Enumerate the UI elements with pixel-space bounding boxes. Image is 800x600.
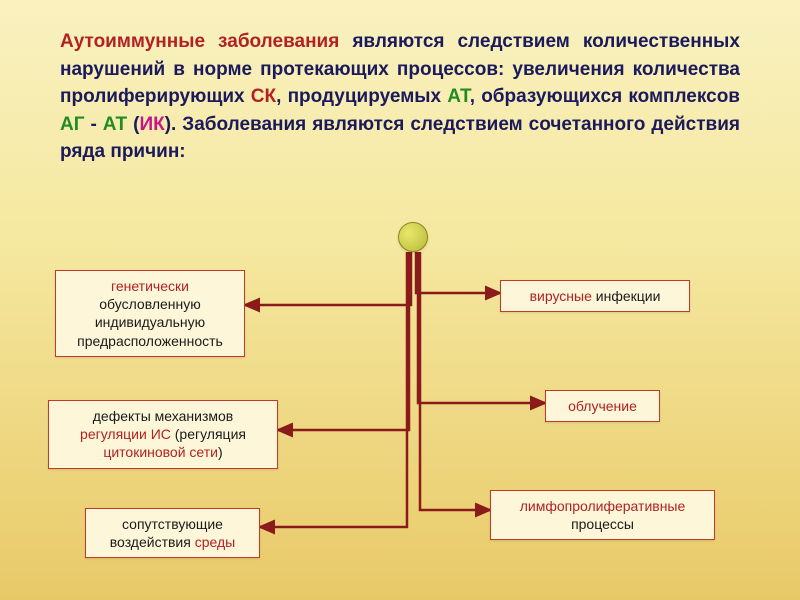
slide-content: Аутоиммунные заболевания являются следст… <box>0 0 800 600</box>
box-lympho: лимфопролиферативные процессы <box>490 490 715 540</box>
box-reg-red2: цитокиновой сети <box>103 444 218 460</box>
header-part3: , образующихся комплексов <box>470 86 740 107</box>
center-node <box>398 222 428 252</box>
title-highlight: Аутоиммунные заболевания <box>60 31 339 52</box>
box-radiation-red: облучение <box>568 398 637 414</box>
box-reg-red1: регуляции ИС <box>80 426 171 442</box>
box-viral-rest: инфекции <box>592 288 661 304</box>
abbrev-ag: АГ <box>60 114 85 135</box>
box-viral: вирусные инфекции <box>500 280 690 312</box>
box-viral-red: вирусные <box>530 288 592 304</box>
box-env-red: среды <box>195 534 236 550</box>
box-genetic-red: генетически <box>111 278 189 294</box>
abbrev-at2: АТ <box>103 114 127 135</box>
box-reg-pre: дефекты механизмов <box>93 408 233 424</box>
box-genetic-rest: обусловленную индивидуальную предрасполо… <box>77 296 223 348</box>
header-part2: , продуцируемых <box>276 86 447 107</box>
abbrev-ik: ИК <box>139 114 164 135</box>
header-dash: - <box>85 114 103 135</box>
abbrev-ck: СК <box>251 86 276 107</box>
box-genetic: генетически обусловленную индивидуальную… <box>55 270 245 357</box>
box-reg-mid: (регуляция <box>171 426 246 442</box>
abbrev-at1: АТ <box>447 86 469 107</box>
box-reg-end: ) <box>218 444 223 460</box>
box-environment: сопутствующие воздействия среды <box>85 508 260 558</box>
header-paragraph: Аутоиммунные заболевания являются следст… <box>60 28 740 166</box>
box-lympho-rest: процессы <box>571 516 634 532</box>
header-part4: ( <box>127 114 139 135</box>
box-radiation: облучение <box>545 390 660 422</box>
box-lympho-red: лимфопролиферативные <box>520 498 686 514</box>
box-regulation: дефекты механизмов регуляции ИС (регуляц… <box>48 400 278 469</box>
